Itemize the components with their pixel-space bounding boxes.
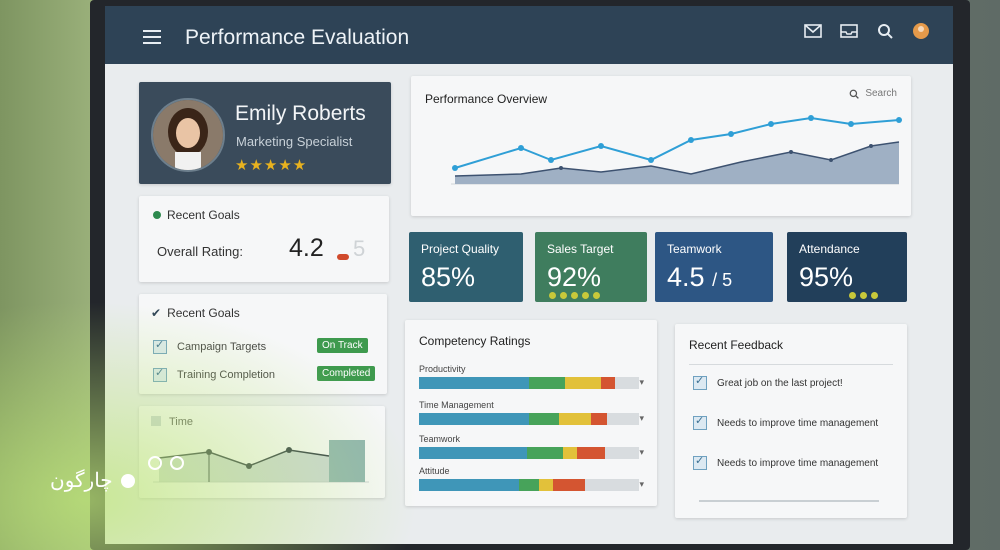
- brand-name: چارگون: [50, 470, 113, 492]
- profile-card: Emily Roberts Marketing Specialist ★★★★★: [139, 82, 391, 184]
- search-placeholder: Search: [865, 88, 897, 99]
- goal-label: Campaign Targets: [177, 341, 267, 353]
- brand-logo-icon: [148, 456, 184, 470]
- kpi-indicator-dots: [549, 292, 600, 299]
- goals-list-card: ✔Recent Goals Campaign Targets On Track …: [139, 294, 387, 394]
- overall-rating-label: Overall Rating:: [157, 244, 243, 259]
- competency-name: Productivity: [419, 364, 466, 374]
- competency-name: Time Management: [419, 400, 494, 410]
- overall-rating-card: Recent Goals Overall Rating: 4.2 5: [139, 196, 389, 282]
- overview-line-chart: [451, 115, 902, 185]
- user-avatar-icon[interactable]: [911, 21, 931, 41]
- competency-row: Productivity ▾: [419, 364, 644, 389]
- employee-name: Emily Roberts: [235, 102, 366, 125]
- feedback-item[interactable]: Needs to improve time management: [693, 454, 879, 470]
- competency-name: Attitude: [419, 466, 450, 476]
- card-header: Recent Feedback: [689, 338, 784, 352]
- feedback-text: Great job on the last project!: [717, 377, 843, 389]
- card-header: Performance Overview: [425, 92, 548, 106]
- feedback-text: Needs to improve time management: [717, 457, 879, 469]
- kpi-value: 92%: [547, 262, 602, 292]
- kpi-label: Sales Target: [547, 242, 614, 256]
- kpi-indicator-dots: [849, 292, 878, 299]
- kpi-label: Project Quality: [421, 242, 500, 256]
- divider: [699, 500, 879, 502]
- checkmark-icon: ✔: [151, 306, 162, 320]
- brand-dot-icon: [120, 473, 135, 488]
- kpi-sales-target[interactable]: Sales Target 92%: [535, 232, 647, 302]
- status-dot-icon: [153, 211, 161, 219]
- kpi-suffix: / 5: [712, 270, 733, 290]
- kpi-attendance[interactable]: Attendance 95%: [787, 232, 907, 302]
- kpi-value: 4.5: [667, 262, 705, 292]
- top-icons: [803, 21, 931, 41]
- goal-item[interactable]: Campaign Targets: [153, 338, 267, 354]
- overall-rating-score: 4.2: [289, 234, 324, 262]
- checkbox[interactable]: [693, 414, 707, 430]
- chevron-icon[interactable]: ▾: [639, 479, 644, 489]
- checkbox[interactable]: [153, 366, 167, 382]
- card-header: Recent Goals: [167, 306, 240, 320]
- kpi-value: 95%: [799, 262, 854, 292]
- rating-stars: ★★★★★: [235, 157, 308, 174]
- chevron-icon[interactable]: ▾: [639, 447, 644, 457]
- card-header: Recent Goals: [167, 208, 240, 222]
- search-icon[interactable]: [875, 21, 895, 41]
- divider: [689, 364, 893, 365]
- status-badge: Completed: [317, 366, 376, 381]
- kpi-teamwork[interactable]: Teamwork 4.5 / 5: [655, 232, 773, 302]
- page-title: Performance Evaluation: [185, 26, 410, 49]
- competency-row: Attitude ▾: [419, 466, 644, 491]
- feedback-item[interactable]: Great job on the last project!: [693, 374, 843, 390]
- menu-icon[interactable]: [143, 30, 161, 44]
- search-icon: [849, 89, 860, 99]
- feedback-text: Needs to improve time management: [717, 417, 879, 429]
- employee-role: Marketing Specialist: [236, 134, 353, 149]
- avatar: [151, 98, 225, 172]
- rating-indicator: [337, 254, 349, 260]
- competency-bar: [419, 413, 639, 425]
- brand-watermark: چارگون: [50, 468, 135, 493]
- mini-chart-card: Time: [139, 406, 385, 498]
- competency-row: Teamwork ▾: [419, 434, 644, 459]
- checkbox[interactable]: [693, 454, 707, 470]
- feedback-item[interactable]: Needs to improve time management: [693, 414, 879, 430]
- top-bar: Performance Evaluation: [105, 6, 953, 64]
- rating-max: 5: [353, 236, 366, 261]
- checkbox[interactable]: [153, 338, 167, 354]
- status-badge: On Track: [317, 338, 368, 353]
- mail-icon[interactable]: [803, 21, 823, 41]
- competency-name: Teamwork: [419, 434, 461, 444]
- goal-label: Training Completion: [177, 369, 276, 381]
- inbox-icon[interactable]: [839, 21, 859, 41]
- recent-feedback-card: Recent Feedback Great job on the last pr…: [675, 324, 907, 518]
- kpi-value: 85%: [421, 262, 476, 292]
- mini-chart: [153, 440, 369, 483]
- chevron-icon[interactable]: ▾: [639, 377, 644, 387]
- goal-item[interactable]: Training Completion: [153, 366, 276, 382]
- checkbox[interactable]: [693, 374, 707, 390]
- competency-ratings-card: Competency Ratings Productivity ▾ Time M…: [405, 320, 657, 506]
- search-field[interactable]: Search: [849, 88, 897, 99]
- kpi-label: Attendance: [799, 242, 860, 256]
- kpi-label: Teamwork: [667, 242, 722, 256]
- performance-overview-card: Performance Overview Search: [411, 76, 911, 216]
- chevron-icon[interactable]: ▾: [639, 413, 644, 423]
- competency-bar: [419, 377, 639, 389]
- dashboard-screen: Performance Evaluation E: [105, 6, 953, 544]
- competency-row: Time Management ▾: [419, 400, 644, 425]
- card-header: Competency Ratings: [419, 334, 531, 348]
- kpi-project-quality[interactable]: Project Quality 85%: [409, 232, 523, 302]
- competency-bar: [419, 447, 639, 459]
- competency-bar: [419, 479, 639, 491]
